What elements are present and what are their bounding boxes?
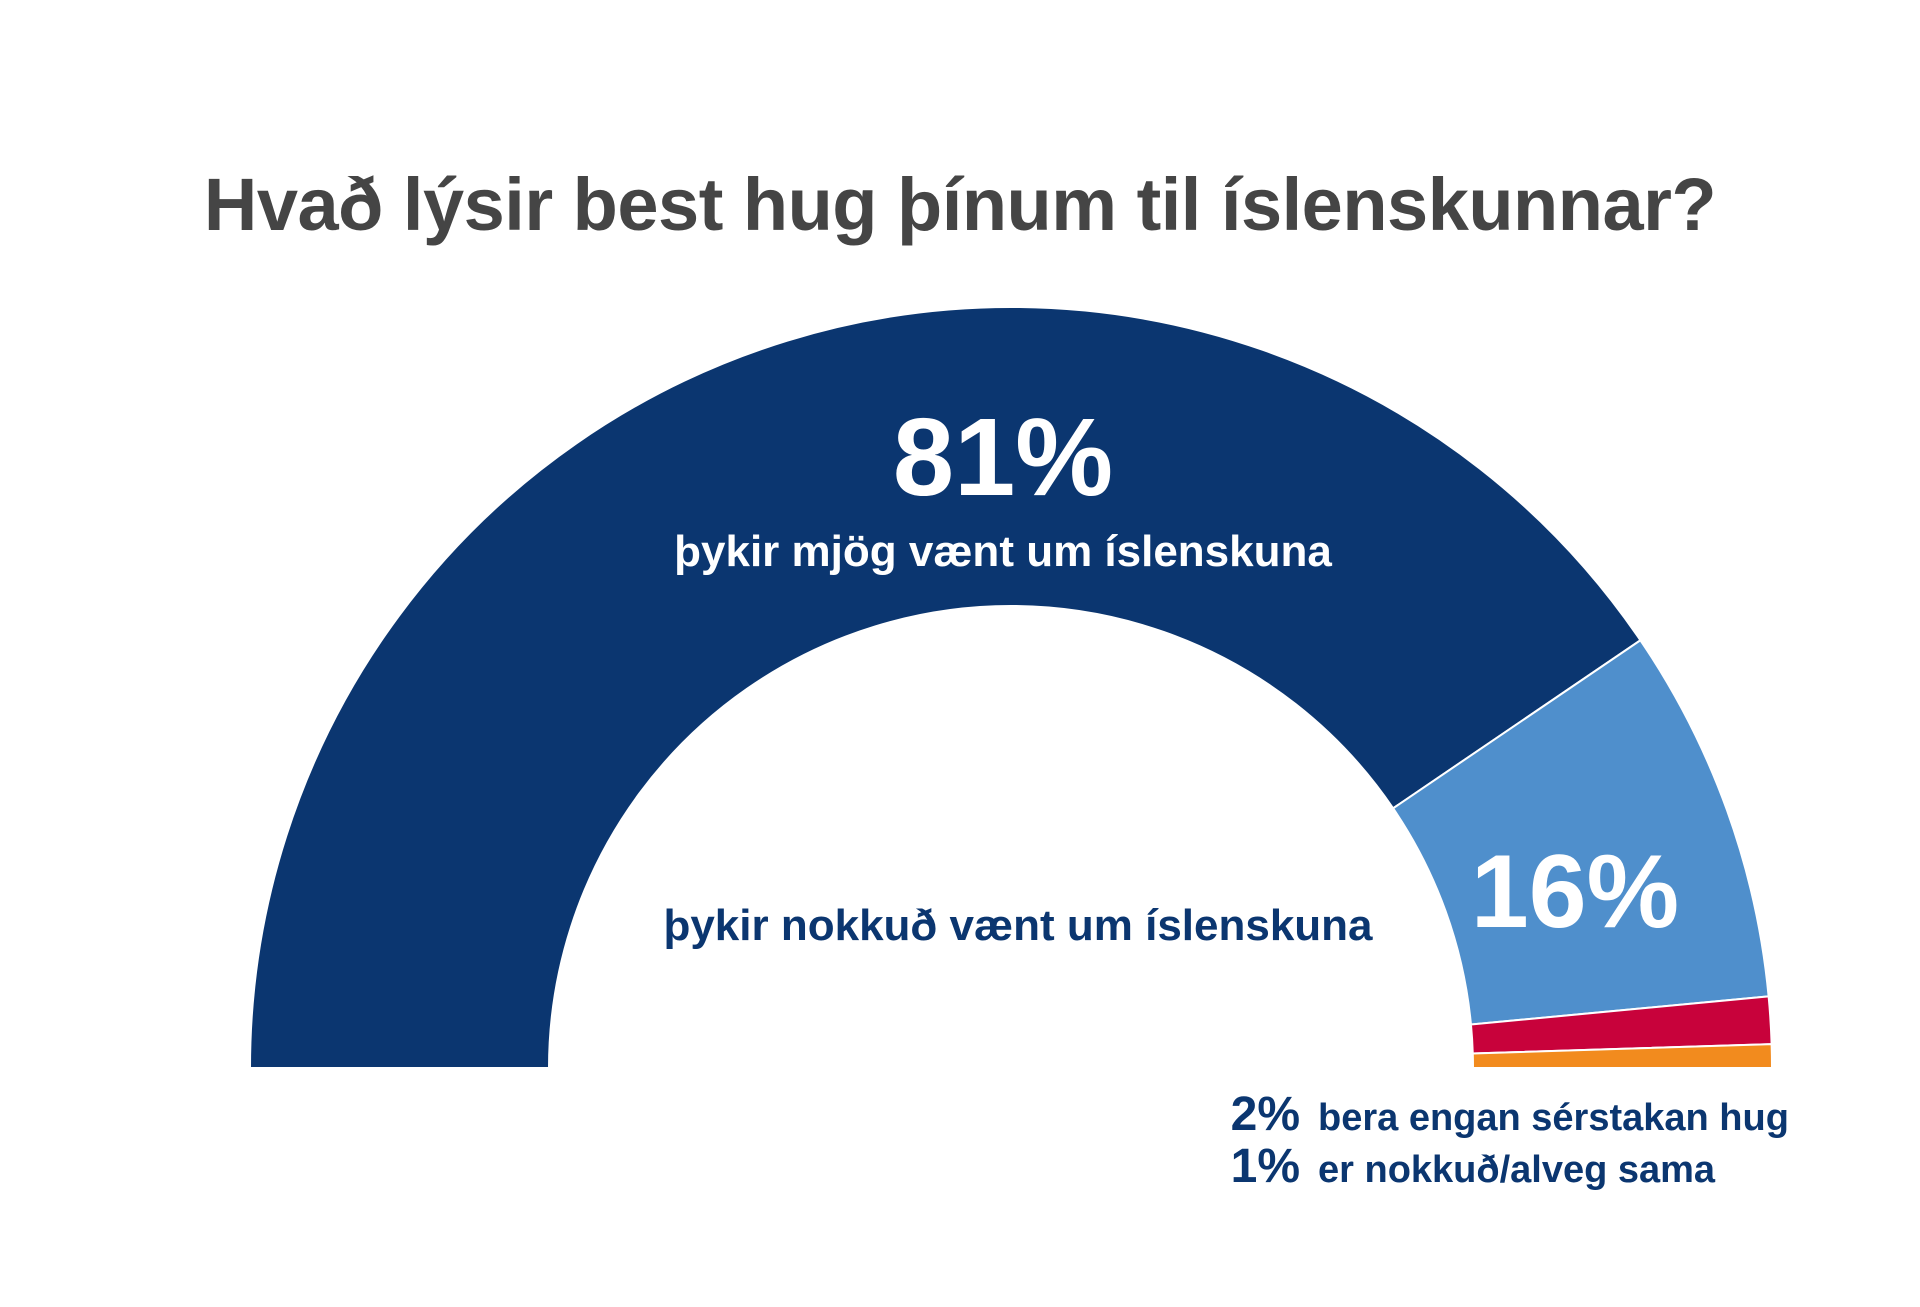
slice-value-label-nokkud: 16%	[1471, 834, 1679, 950]
chart-title: Hvað lýsir best hug þínum til íslenskunn…	[203, 163, 1717, 246]
slice-category-label-engan: bera engan sérstakan hug	[1318, 1097, 1789, 1139]
slice-sama	[1471, 1043, 1774, 1069]
slice-mjog-vaent	[248, 306, 1642, 1069]
chart-segments	[248, 306, 1774, 1069]
slice-value-label-sama: 1%	[1231, 1140, 1300, 1193]
slice-category-label-nokkud: þykir nokkuð vænt um íslenskuna	[663, 901, 1373, 950]
slice-category-label-mjog: þykir mjög vænt um íslenskuna	[674, 527, 1332, 576]
slice-category-label-sama: er nokkuð/alveg sama	[1318, 1149, 1716, 1191]
slice-value-label-engan: 2%	[1231, 1088, 1300, 1141]
slice-value-label-mjog: 81%	[893, 396, 1113, 519]
